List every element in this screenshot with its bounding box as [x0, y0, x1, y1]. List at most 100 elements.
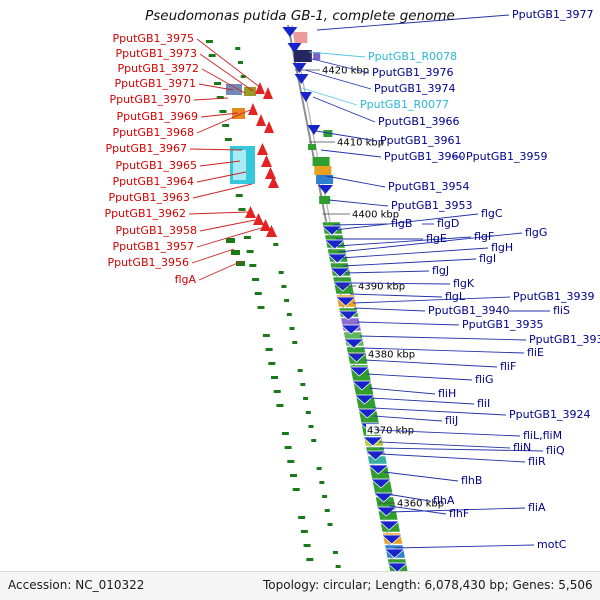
strand-arrow-icon[interactable] — [340, 324, 363, 335]
strand-arrow-icon[interactable] — [364, 450, 387, 461]
gene-glyph[interactable] — [231, 250, 240, 255]
forward-gene-arrow-icon[interactable] — [292, 63, 307, 73]
gene-label-left[interactable]: flgA — [174, 273, 196, 286]
gene-label-left[interactable]: PputGB1_3965 — [115, 159, 197, 172]
strand-arrow-icon[interactable] — [356, 408, 379, 419]
strand-arrow-icon[interactable] — [334, 296, 357, 307]
strand-arrow-icon[interactable] — [361, 436, 384, 447]
strand-arrow-icon[interactable] — [378, 520, 401, 531]
gene-label-left[interactable]: PputGB1_3971 — [114, 77, 196, 90]
gene-label-right[interactable]: fliN — [513, 441, 532, 454]
reverse-gene-arrow-icon[interactable] — [256, 114, 266, 126]
gene-glyph[interactable] — [319, 196, 331, 204]
gene-label-left[interactable]: PputGB1_3969 — [116, 110, 198, 123]
gene-glyph[interactable] — [323, 130, 333, 137]
reverse-gene-arrow-icon[interactable] — [253, 213, 264, 225]
gene-label-right[interactable]: PputGB1_3977 — [512, 8, 594, 21]
gene-label-right[interactable]: fliR — [528, 455, 546, 468]
strand-arrow-icon[interactable] — [370, 478, 392, 489]
gene-glyph[interactable] — [226, 84, 242, 95]
gene-glyph[interactable] — [312, 157, 330, 166]
gene-label-right[interactable]: PputGB1_3960 — [384, 150, 466, 163]
strand-arrow-icon[interactable] — [375, 506, 398, 517]
reverse-gene-arrow-icon[interactable] — [265, 167, 276, 179]
gene-glyph[interactable] — [313, 52, 321, 60]
strand-arrow-icon[interactable] — [351, 380, 373, 391]
gene-label-right[interactable]: flgG — [525, 226, 548, 239]
gene-label-right[interactable]: fliA — [528, 501, 546, 514]
gene-label-right[interactable]: fliQ — [546, 444, 565, 457]
gene-label-right[interactable]: PputGB1_3953 — [391, 199, 473, 212]
gene-label-right[interactable]: motC — [537, 538, 567, 551]
strand-arrow-icon[interactable] — [326, 253, 349, 264]
gene-glyph[interactable] — [226, 238, 235, 243]
gene-glyph[interactable] — [233, 150, 246, 180]
gene-label-right[interactable]: fliH — [438, 387, 457, 400]
gene-label-right[interactable]: fliF — [500, 360, 517, 373]
forward-gene-arrow-icon[interactable] — [318, 185, 334, 194]
gene-label-right[interactable]: flgB — [391, 217, 413, 230]
strand-arrow-icon[interactable] — [345, 352, 368, 363]
reverse-gene-arrow-icon[interactable] — [268, 176, 279, 188]
gene-label-left[interactable]: PputGB1_3972 — [117, 62, 199, 75]
gene-glyph[interactable] — [314, 166, 332, 175]
strand-arrow-icon[interactable] — [321, 225, 343, 236]
gene-label-right[interactable]: flhA — [433, 494, 455, 507]
gene-glyph[interactable] — [294, 32, 308, 43]
gene-label-right[interactable]: fliS — [553, 304, 570, 317]
gene-label-left[interactable]: PputGB1_3957 — [112, 240, 194, 253]
gene-label-right[interactable]: PputGB1_3935 — [462, 318, 544, 331]
strand-arrow-icon[interactable] — [386, 562, 409, 573]
reverse-gene-arrow-icon[interactable] — [260, 219, 271, 231]
gene-label-right[interactable]: PputGB1_3924 — [509, 408, 591, 421]
gene-label-right[interactable]: fliE — [527, 346, 544, 359]
forward-gene-arrow-icon[interactable] — [299, 92, 312, 102]
strand-arrow-icon[interactable] — [383, 548, 406, 559]
gene-glyph[interactable] — [244, 87, 256, 96]
strand-arrow-icon[interactable] — [337, 310, 360, 321]
gene-label-left[interactable]: PputGB1_3962 — [104, 207, 186, 220]
rna-gene-label[interactable]: PputGB1_R0077 — [360, 98, 450, 111]
rna-gene-label[interactable]: PputGB1_R0078 — [368, 50, 458, 63]
gene-label-right[interactable]: flgJ — [432, 264, 450, 277]
strand-arrow-icon[interactable] — [372, 492, 395, 503]
strand-arrow-icon[interactable] — [331, 281, 354, 292]
gene-label-right[interactable]: flgC — [481, 207, 503, 220]
gene-label-left[interactable]: PputGB1_3967 — [105, 142, 187, 155]
gene-label-left[interactable]: PputGB1_3970 — [109, 93, 191, 106]
forward-gene-arrow-icon[interactable] — [282, 27, 298, 37]
gene-label-right[interactable]: fliL,fliM — [523, 429, 563, 442]
strand-arrow-icon[interactable] — [342, 338, 365, 349]
strand-arrow-icon[interactable] — [380, 534, 403, 545]
gene-label-left[interactable]: PputGB1_3958 — [115, 224, 197, 237]
gene-label-left[interactable]: PputGB1_3975 — [112, 32, 194, 45]
gene-glyph[interactable] — [236, 261, 245, 266]
gene-label-right[interactable]: PputGB1_3974 — [374, 82, 456, 95]
reverse-gene-arrow-icon[interactable] — [264, 121, 274, 133]
gene-label-left[interactable]: PputGB1_3963 — [108, 191, 190, 204]
reverse-gene-arrow-icon[interactable] — [263, 87, 273, 99]
gene-label-right[interactable]: PputGB1_3976 — [372, 66, 454, 79]
reverse-gene-arrow-icon[interactable] — [257, 143, 268, 155]
gene-label-right[interactable]: flgL — [445, 290, 466, 303]
gene-label-right[interactable]: flhF — [449, 507, 470, 520]
forward-gene-arrow-icon[interactable] — [287, 43, 302, 53]
forward-gene-arrow-icon[interactable] — [294, 74, 309, 84]
reverse-gene-arrow-icon[interactable] — [261, 155, 272, 167]
gene-label-right[interactable]: PputGB1_3966 — [378, 115, 460, 128]
gene-glyph[interactable] — [232, 108, 245, 119]
gene-glyph[interactable] — [308, 144, 317, 150]
gene-label-right[interactable]: fliJ — [445, 414, 459, 427]
gene-label-right[interactable]: flhB — [461, 474, 483, 487]
gene-label-right[interactable]: fliI — [477, 397, 491, 410]
reverse-gene-arrow-icon[interactable] — [248, 103, 258, 115]
reverse-gene-arrow-icon[interactable] — [266, 225, 277, 237]
reverse-gene-arrow-icon[interactable] — [245, 206, 256, 218]
gene-label-right[interactable]: PputGB1_3933 — [529, 333, 600, 346]
gene-label-left[interactable]: PputGB1_3964 — [112, 175, 194, 188]
gene-label-right[interactable]: flgH — [491, 241, 514, 254]
gene-label-right[interactable]: flgI — [479, 252, 497, 265]
strand-arrow-icon[interactable] — [348, 366, 371, 377]
gene-glyph[interactable] — [293, 50, 312, 62]
gene-glyph[interactable] — [316, 175, 334, 184]
